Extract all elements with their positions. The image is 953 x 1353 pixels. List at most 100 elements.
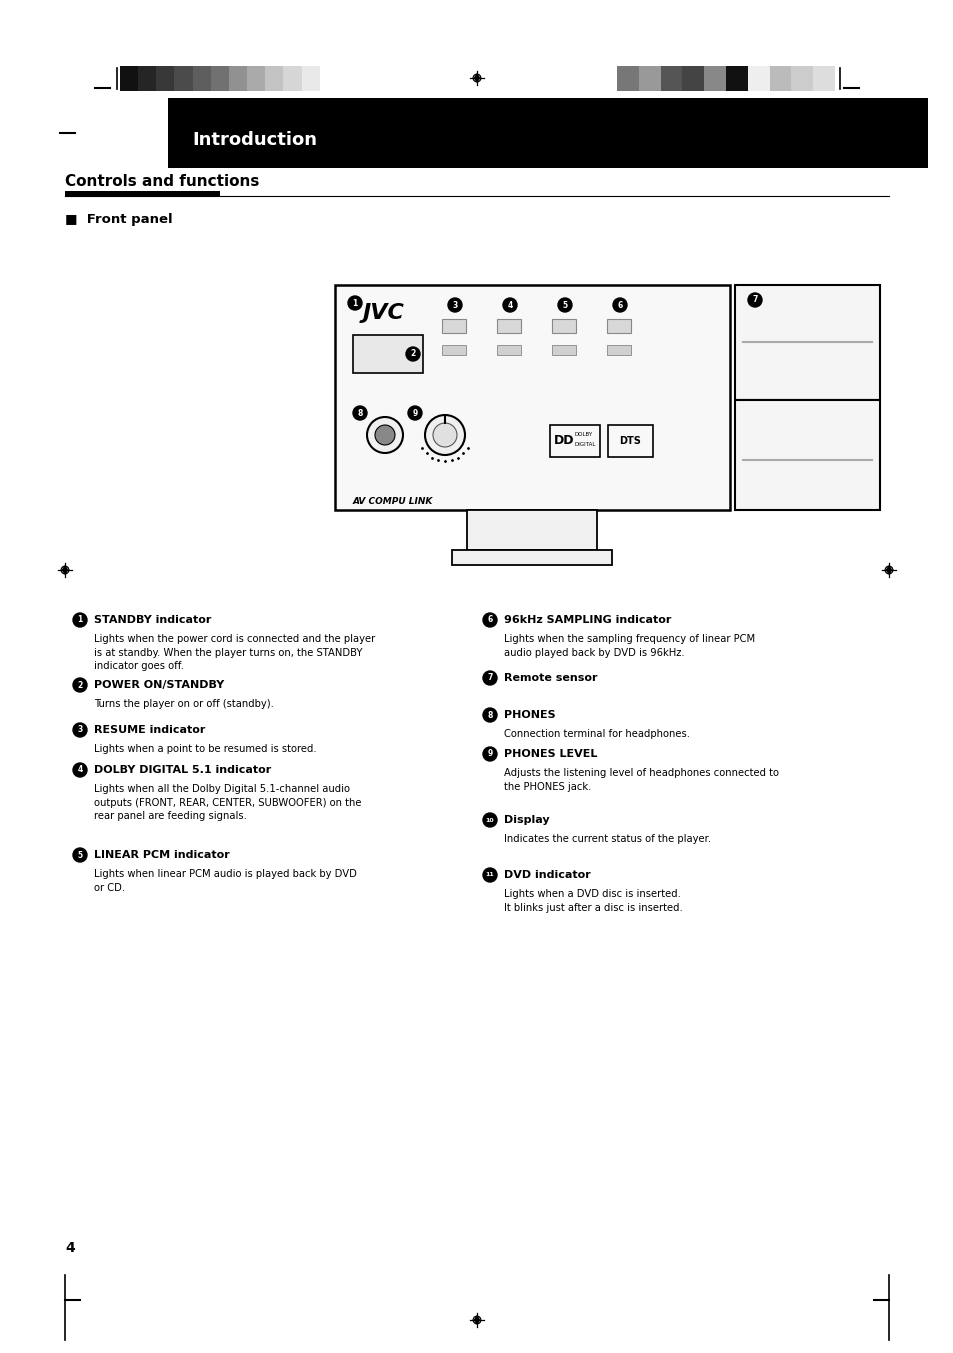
Circle shape [353, 406, 367, 419]
Bar [747, 66, 769, 91]
Text: ■  Front panel: ■ Front panel [65, 214, 172, 226]
Bar [606, 319, 630, 333]
Circle shape [73, 678, 87, 691]
Bar [606, 345, 630, 354]
Text: Remote sensor: Remote sensor [503, 672, 597, 683]
Circle shape [482, 708, 497, 723]
Text: 9: 9 [412, 409, 417, 418]
Bar [283, 66, 301, 91]
Text: 11: 11 [485, 873, 494, 878]
Bar [265, 66, 283, 91]
Text: 1: 1 [352, 299, 357, 307]
Bar [659, 66, 681, 91]
Bar [812, 66, 834, 91]
Circle shape [348, 296, 361, 310]
Text: 8: 8 [487, 710, 492, 720]
Circle shape [448, 298, 461, 313]
Bar [703, 66, 725, 91]
Bar [497, 345, 520, 354]
Bar [467, 510, 597, 551]
Text: LINEAR PCM indicator: LINEAR PCM indicator [94, 850, 230, 861]
Text: 10: 10 [485, 817, 494, 823]
Text: 6: 6 [487, 616, 492, 625]
Text: 3: 3 [452, 300, 457, 310]
Circle shape [482, 671, 497, 685]
Bar [769, 66, 791, 91]
Bar [639, 66, 659, 91]
Circle shape [482, 869, 497, 882]
Bar [441, 345, 465, 354]
Circle shape [73, 613, 87, 626]
Circle shape [367, 417, 402, 453]
Bar [550, 425, 599, 457]
Text: 4: 4 [507, 300, 512, 310]
Bar [120, 66, 138, 91]
Text: Display: Display [503, 815, 549, 825]
Text: Lights when the sampling frequency of linear PCM
audio played back by DVD is 96k: Lights when the sampling frequency of li… [503, 635, 755, 658]
Text: 4: 4 [77, 766, 83, 774]
Circle shape [482, 813, 497, 827]
Text: Lights when the power cord is connected and the player
is at standby. When the p: Lights when the power cord is connected … [94, 635, 375, 671]
Text: DVD indicator: DVD indicator [503, 870, 590, 879]
Circle shape [424, 415, 464, 455]
Bar [65, 191, 220, 196]
Circle shape [73, 723, 87, 737]
Text: 5: 5 [77, 851, 83, 859]
Circle shape [406, 346, 419, 361]
Circle shape [73, 763, 87, 777]
Circle shape [502, 298, 517, 313]
Text: DIGITAL: DIGITAL [575, 442, 596, 448]
Polygon shape [474, 74, 479, 83]
Text: 4: 4 [65, 1241, 74, 1256]
Text: RESUME indicator: RESUME indicator [94, 725, 205, 735]
Text: Introduction: Introduction [192, 131, 316, 149]
Bar [353, 336, 422, 373]
Text: POWER ON/STANDBY: POWER ON/STANDBY [94, 681, 224, 690]
Bar [247, 66, 265, 91]
Text: STANDBY indicator: STANDBY indicator [94, 616, 212, 625]
Polygon shape [474, 1316, 479, 1325]
Bar [193, 66, 211, 91]
Bar [174, 66, 193, 91]
Text: 3: 3 [77, 725, 83, 735]
Text: 6: 6 [617, 300, 622, 310]
Text: 9: 9 [487, 750, 492, 759]
Text: Lights when a DVD disc is inserted.
It blinks just after a disc is inserted.: Lights when a DVD disc is inserted. It b… [503, 889, 682, 913]
Text: PHONES LEVEL: PHONES LEVEL [503, 750, 597, 759]
Text: Lights when all the Dolby Digital 5.1-channel audio
outputs (FRONT, REAR, CENTER: Lights when all the Dolby Digital 5.1-ch… [94, 783, 361, 821]
Text: 1: 1 [77, 616, 83, 625]
Text: 2: 2 [77, 681, 83, 690]
Bar [552, 345, 576, 354]
Bar [335, 285, 729, 510]
Text: PHONES: PHONES [503, 710, 555, 720]
Circle shape [408, 406, 421, 419]
Text: DOLBY: DOLBY [575, 433, 593, 437]
Bar [319, 66, 337, 91]
Text: Adjusts the listening level of headphones connected to
the PHONES jack.: Adjusts the listening level of headphone… [503, 769, 779, 792]
Bar [607, 425, 652, 457]
Text: Lights when linear PCM audio is played back by DVD
or CD.: Lights when linear PCM audio is played b… [94, 869, 356, 893]
Bar [301, 66, 319, 91]
Bar [734, 400, 879, 510]
Bar [617, 66, 639, 91]
Text: Turns the player on or off (standby).: Turns the player on or off (standby). [94, 700, 274, 709]
Bar [138, 66, 156, 91]
Circle shape [613, 298, 626, 313]
Bar [552, 319, 576, 333]
Text: Indicates the current status of the player.: Indicates the current status of the play… [503, 833, 710, 844]
Polygon shape [63, 566, 68, 574]
Bar [156, 66, 174, 91]
Text: JVC: JVC [363, 303, 404, 323]
Bar [791, 66, 812, 91]
Text: 7: 7 [487, 674, 492, 682]
Bar [734, 285, 879, 400]
Bar [497, 319, 520, 333]
Bar [452, 551, 612, 566]
Circle shape [558, 298, 572, 313]
Circle shape [73, 848, 87, 862]
Text: DD: DD [554, 434, 574, 448]
Bar [168, 97, 927, 168]
Text: 7: 7 [752, 295, 757, 304]
Bar [441, 319, 465, 333]
Text: DOLBY DIGITAL 5.1 indicator: DOLBY DIGITAL 5.1 indicator [94, 764, 271, 775]
